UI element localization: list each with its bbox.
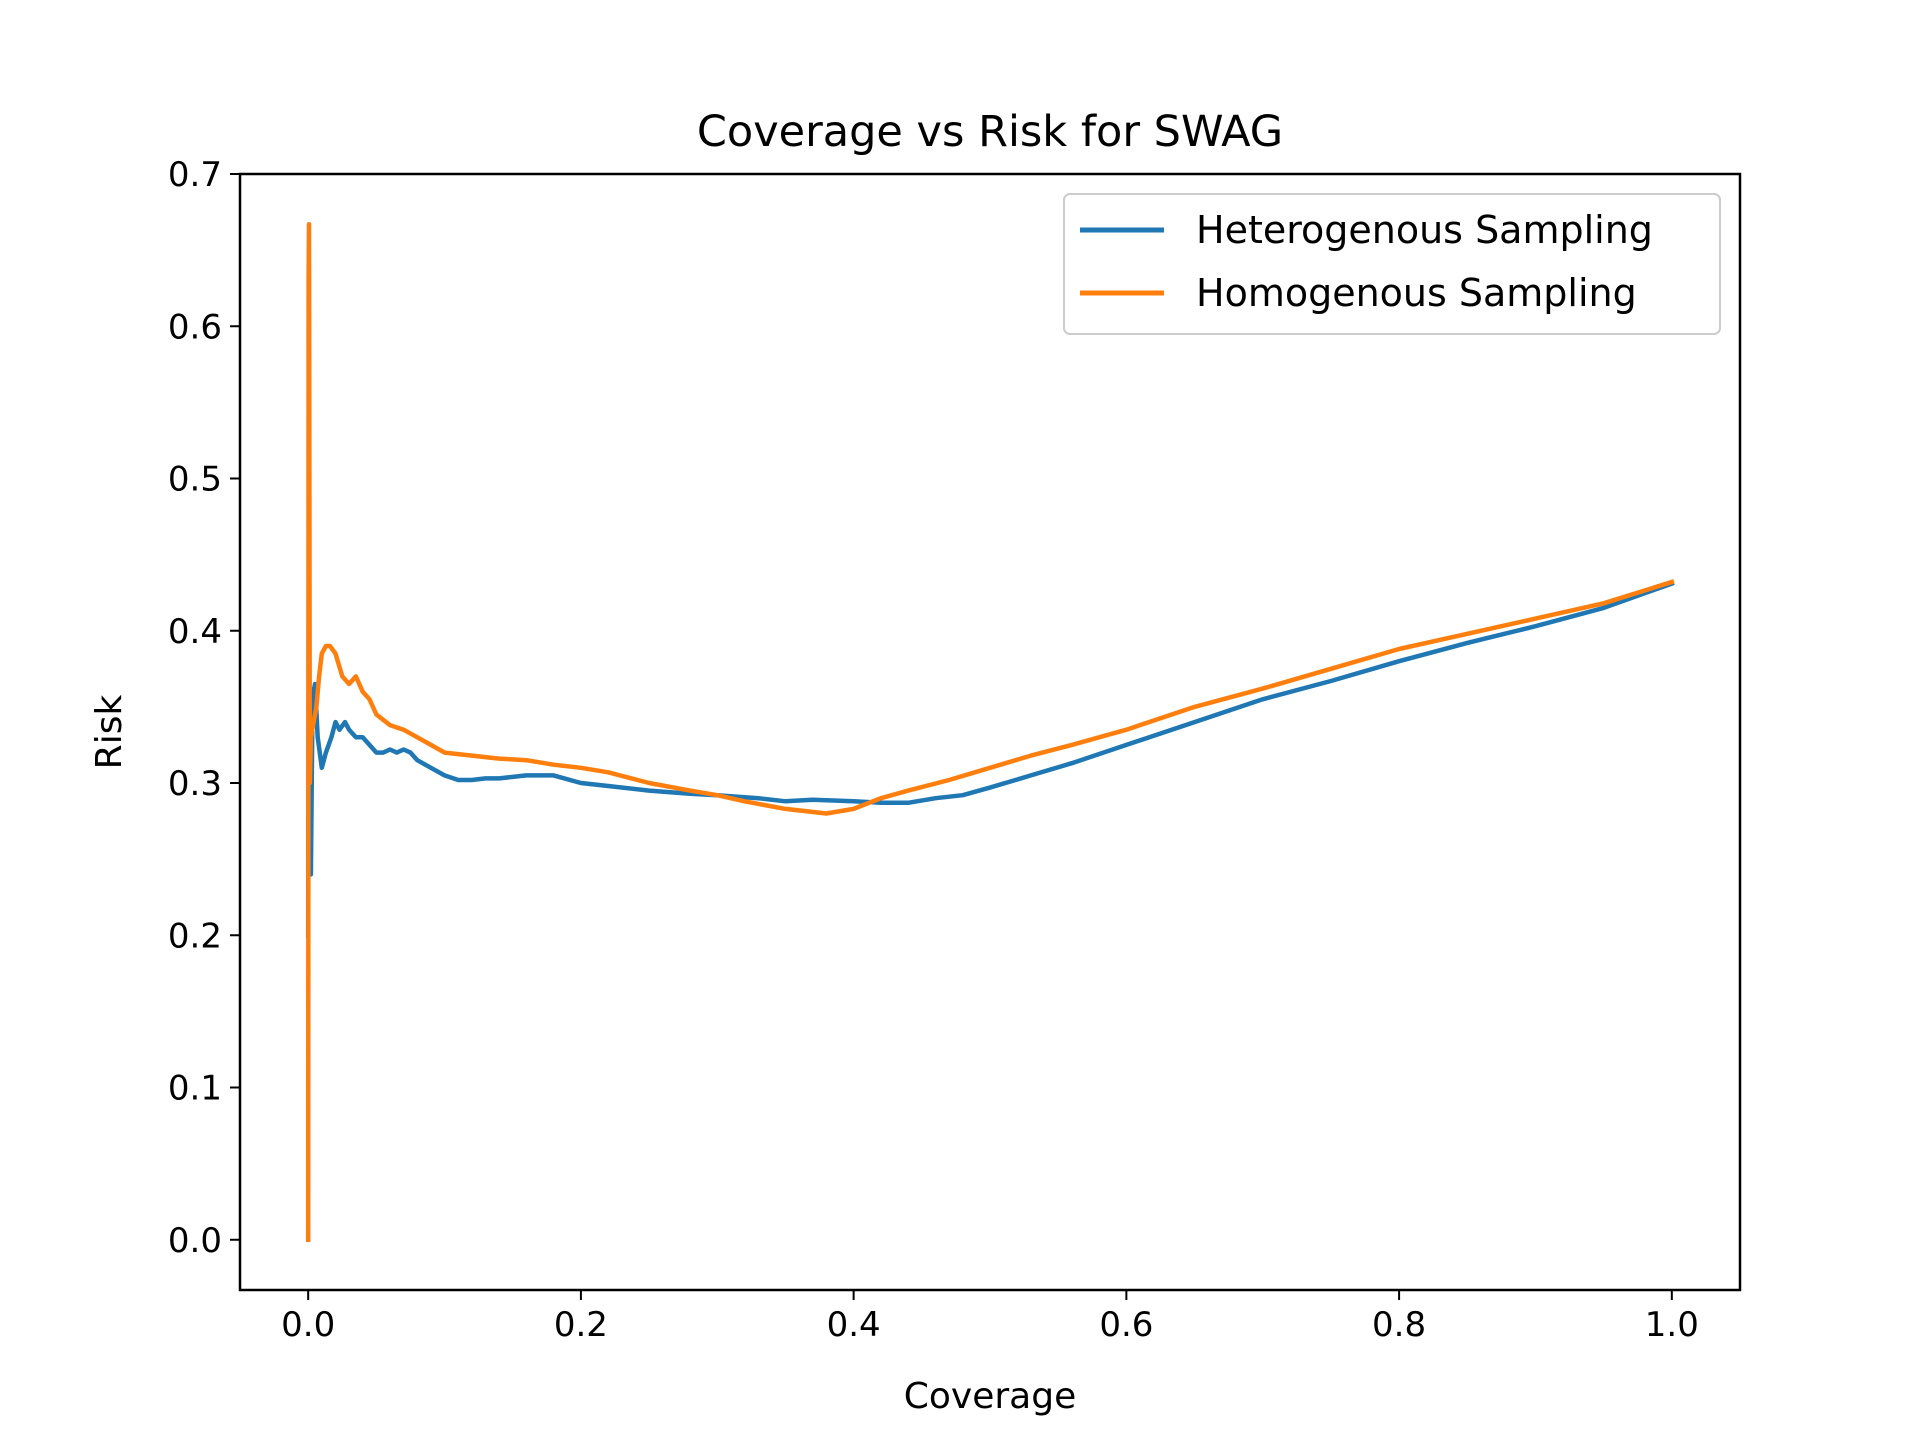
x-tick-label: 0.8 bbox=[1372, 1305, 1426, 1345]
x-tick-label: 1.0 bbox=[1645, 1305, 1699, 1345]
x-axis-label: Coverage bbox=[904, 1376, 1076, 1417]
y-tick-label: 0.2 bbox=[168, 916, 222, 956]
x-axis: 0.0 0.2 0.4 0.6 0.8 1.0 bbox=[281, 1290, 1699, 1345]
y-tick-label: 0.3 bbox=[168, 764, 222, 804]
y-tick-label: 0.7 bbox=[168, 155, 222, 195]
chart-title: Coverage vs Risk for SWAG bbox=[697, 107, 1283, 157]
legend-label-heterogenous: Heterogenous Sampling bbox=[1196, 208, 1653, 252]
legend: Heterogenous Sampling Homogenous Samplin… bbox=[1063, 193, 1721, 335]
y-tick-label: 0.6 bbox=[168, 307, 222, 347]
y-tick-label: 0.4 bbox=[168, 612, 222, 652]
legend-label-homogenous: Homogenous Sampling bbox=[1196, 271, 1637, 315]
series-line-homogenous bbox=[305, 221, 1675, 1243]
x-tick-label: 0.4 bbox=[827, 1305, 881, 1345]
series-layer bbox=[305, 221, 1675, 1243]
x-tick-label: 0.6 bbox=[1099, 1305, 1153, 1345]
x-tick-label: 0.2 bbox=[554, 1305, 608, 1345]
y-axis: 0.0 0.1 0.2 0.3 0.4 0.5 0.6 0.7 bbox=[168, 155, 240, 1261]
series-line-heterogenous bbox=[305, 476, 1675, 938]
y-tick-label: 0.0 bbox=[168, 1221, 222, 1261]
x-tick-label: 0.0 bbox=[281, 1305, 335, 1345]
plot-frame bbox=[238, 172, 1742, 1292]
y-axis-label: Risk bbox=[89, 695, 130, 770]
y-tick-label: 0.5 bbox=[168, 460, 222, 500]
y-tick-label: 0.1 bbox=[168, 1069, 222, 1109]
legend-box bbox=[1063, 193, 1721, 335]
